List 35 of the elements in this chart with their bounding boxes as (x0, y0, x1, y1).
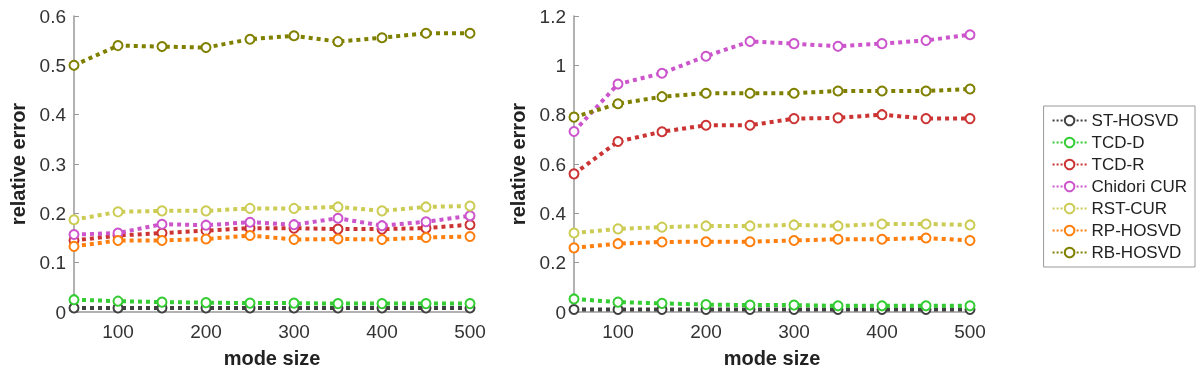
y-tick-label: 0.4 (39, 104, 67, 126)
x-tick-label: 500 (954, 321, 986, 342)
legend-label: RB-HOSVD (1091, 243, 1182, 262)
x-tick-label: 400 (366, 321, 398, 342)
x-tick-label: 400 (866, 321, 898, 342)
y-tick-label: 0.5 (39, 54, 66, 76)
y-tick-label: 1 (555, 54, 566, 76)
x-tick-label: 300 (278, 321, 310, 342)
x-tick-label: 300 (778, 321, 810, 342)
y-axis-title: relative error (507, 102, 529, 226)
y-tick-label: 0.2 (539, 252, 566, 274)
y-tick-label: 0.6 (39, 5, 66, 27)
legend-label: TCD-D (1091, 133, 1145, 152)
legend-label: ST-HOSVD (1091, 111, 1179, 130)
y-tick-label: 0.1 (39, 252, 66, 274)
y-tick-label: 0.3 (39, 153, 66, 175)
legend-label: Chidori CUR (1091, 177, 1188, 196)
y-axis-title: relative error (7, 102, 29, 226)
x-tick-label: 100 (102, 321, 134, 342)
x-axis-title: mode size (723, 347, 821, 369)
y-tick-label: 1.2 (539, 5, 566, 27)
legend-label: TCD-R (1091, 155, 1145, 174)
x-tick-label: 100 (602, 321, 634, 342)
x-axis-title: mode size (223, 347, 321, 369)
x-tick-label: 200 (690, 321, 722, 342)
legend-label: RST-CUR (1091, 199, 1168, 218)
x-tick-label: 500 (454, 321, 486, 342)
y-tick-label: 0.2 (39, 202, 66, 224)
legend-label: RP-HOSVD (1091, 221, 1182, 240)
y-tick-label: 0.4 (539, 202, 567, 224)
y-tick-label: 0.6 (539, 153, 566, 175)
y-tick-label: 0 (55, 301, 66, 323)
x-tick-label: 200 (190, 321, 222, 342)
y-tick-label: 0.8 (539, 104, 566, 126)
y-tick-label: 0 (555, 301, 566, 323)
